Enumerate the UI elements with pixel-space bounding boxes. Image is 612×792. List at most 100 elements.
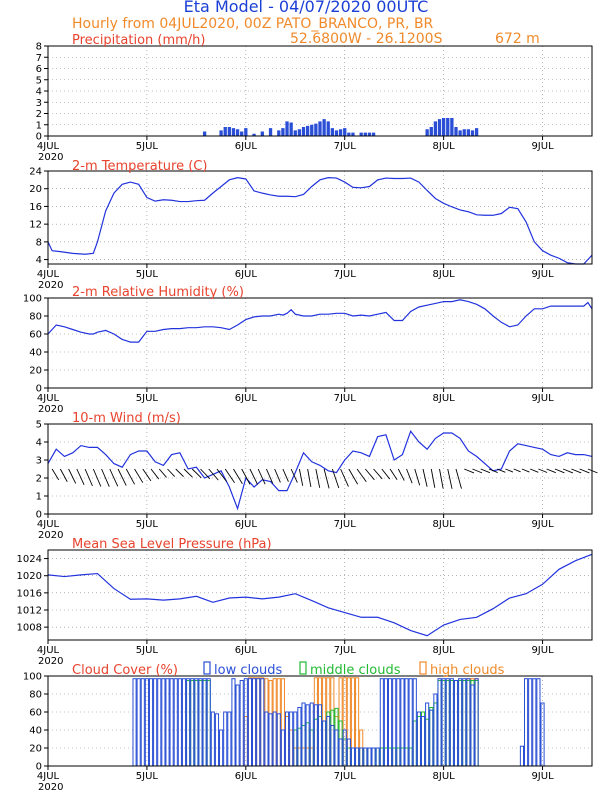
mslp-title: Mean Sea Level Pressure (hPa) [72, 537, 272, 552]
precip-bar [322, 119, 326, 136]
wind-arrow [101, 468, 110, 487]
low-cloud-bar [239, 680, 244, 767]
x-tick-label: 4JUL [37, 519, 60, 530]
wind-arrow [109, 468, 119, 487]
y-tick-label: 100 [23, 294, 42, 305]
precip-bar [297, 129, 302, 136]
x-tick-label: 8JUL [433, 645, 456, 656]
x-tick-label: 8JUL [433, 771, 456, 782]
low-cloud-bar [322, 720, 327, 767]
precip-bar [260, 131, 264, 136]
wind-arrow [530, 468, 539, 473]
x-tick-label: 7JUL [334, 393, 357, 404]
x-tick-label: 5JUL [136, 141, 159, 152]
low-cloud-bar [383, 678, 388, 767]
panel-frame [47, 549, 593, 641]
panel-mslp: 1008 1012 1016 1020 1024 4JUL 5JUL 6JUL 7JUL 8JUL… [17, 537, 593, 667]
low-cloud-bar [524, 678, 529, 767]
low-cloud-bar [210, 711, 215, 767]
x-tick-label: 4JUL [37, 269, 60, 280]
low-cloud-bar [289, 711, 294, 767]
low-cloud-bar [425, 702, 430, 767]
x-year-label: 2020 [38, 530, 63, 541]
low-cloud-bar [219, 729, 224, 767]
wind-title: 10-m Wind (m/s) [72, 411, 181, 426]
chart-title: Eta Model - 04/07/2020 00UTC [184, 0, 429, 16]
y-tick-label: 2 [36, 109, 42, 120]
low-cloud-bar [388, 678, 393, 767]
low-cloud-bar [214, 713, 220, 767]
wind-arrow [497, 468, 506, 473]
wind-arrow [340, 468, 349, 487]
low-cloud-bar [173, 678, 178, 767]
low-cloud-bar [429, 709, 434, 767]
legend-label: middle clouds [310, 663, 401, 678]
y-tick-label: 1024 [17, 554, 42, 565]
wind-arrow [323, 468, 330, 489]
wind-arrow [389, 468, 398, 481]
precip-bar [371, 132, 376, 136]
wind-arrow [183, 468, 193, 478]
x-tick-label: 9JUL [531, 771, 554, 782]
low-cloud-bar [268, 713, 273, 767]
low-cloud-bar [412, 678, 417, 767]
low-cloud-bar [437, 678, 442, 767]
wind-arrow [356, 468, 367, 483]
precip-bar [474, 128, 479, 136]
wind-arrow [84, 468, 93, 487]
wind-arrow [414, 468, 421, 486]
wind-arrow [51, 468, 60, 481]
low-cloud-bar [181, 678, 187, 767]
low-cloud-bar [223, 711, 228, 767]
y-tick-label: 0 [36, 132, 42, 143]
low-cloud-bar [260, 678, 265, 767]
low-cloud-bar [420, 716, 426, 767]
y-tick-label: 6 [36, 64, 42, 75]
low-cloud-bar [136, 678, 141, 767]
low-cloud-bar [400, 678, 405, 767]
y-tick-label: 40 [29, 348, 42, 359]
x-tick-label: 6JUL [235, 645, 258, 656]
wind-arrow [538, 468, 548, 473]
precip-bar [334, 130, 339, 136]
wind-arrow [397, 468, 405, 481]
precip-bar [281, 128, 285, 136]
y-tick-label: 1 [36, 120, 42, 131]
x-tick-label: 9JUL [531, 269, 554, 280]
x-tick-label: 4JUL [37, 771, 60, 782]
low-cloud-bar [272, 711, 277, 767]
low-cloud-bar [355, 747, 360, 767]
low-cloud-bar [264, 711, 269, 767]
chart-elevation: 672 m [495, 31, 540, 47]
wind-arrow [249, 468, 258, 485]
precip-bar [470, 130, 475, 136]
low-cloud-bar [338, 738, 343, 767]
precip-bar [441, 118, 446, 136]
wind-arrow [134, 468, 144, 483]
low-cloud-bar [297, 707, 302, 767]
x-tick-label: 6JUL [235, 269, 258, 280]
low-cloud-bar [161, 678, 166, 767]
cloud-title: Cloud Cover (%) [72, 663, 178, 678]
y-tick-label: 8 [36, 42, 42, 53]
low-cloud-bar [252, 678, 257, 767]
y-tick-label: 7 [36, 53, 42, 64]
low-cloud-bar [293, 711, 298, 767]
low-cloud-bar [375, 747, 380, 767]
low-cloud-bar [350, 747, 356, 767]
x-tick-label: 7JUL [334, 269, 357, 280]
chart-subtitle: Hourly from 04JUL2020, 00Z PATO_BRANCO, … [72, 16, 434, 32]
panel-cloud: 0 20 40 60 80 100 4JUL 5JUL 6JUL 7JUL 8JUL 9JUL 2020… [23, 661, 593, 792]
precip-bar [235, 129, 240, 136]
wind-arrow [521, 468, 530, 473]
temp-line [47, 177, 593, 265]
low-cloud-bar [140, 678, 145, 767]
low-cloud-bar [198, 678, 203, 767]
precip-bar [318, 121, 322, 136]
panel-frame [47, 170, 593, 265]
x-tick-label: 6JUL [235, 393, 258, 404]
y-tick-label: 100 [23, 672, 42, 683]
low-cloud-bar [227, 711, 232, 767]
low-cloud-bar [445, 678, 450, 767]
low-cloud-bar [157, 678, 162, 767]
